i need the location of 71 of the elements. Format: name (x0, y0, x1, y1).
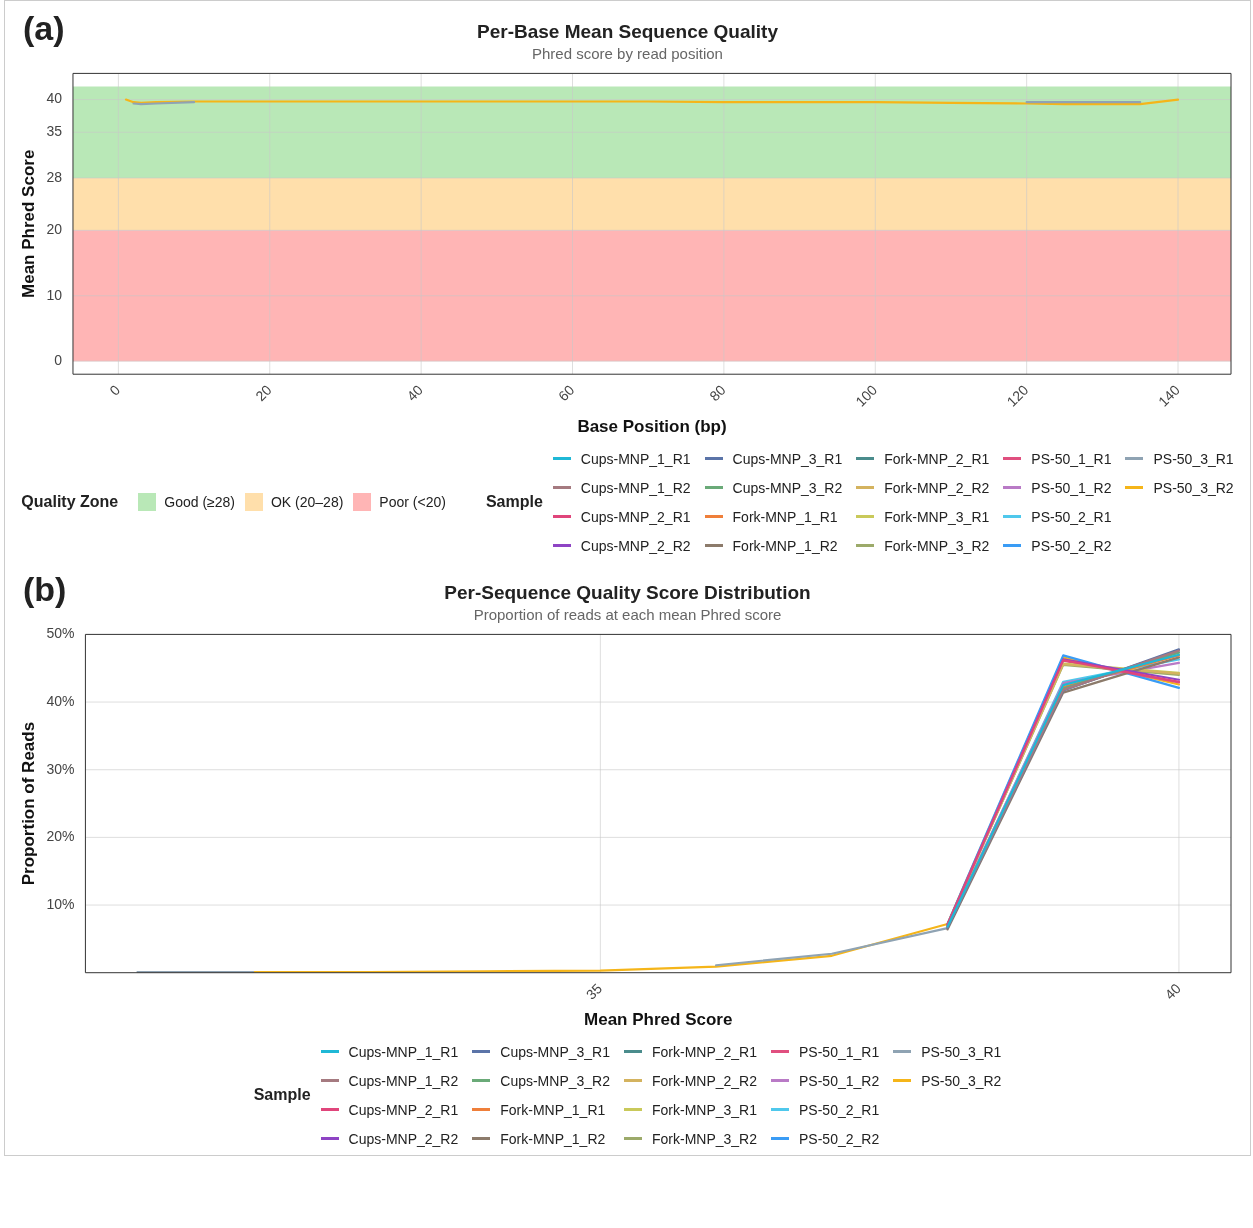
legend-label: Fork-MNP_2_R2 (884, 479, 990, 496)
legend-label: PS-50_1_R1 (799, 1043, 880, 1060)
legend-label: Fork-MNP_1_R2 (500, 1130, 606, 1147)
y-tick-label: 35 (46, 123, 63, 140)
legend-label: Cups-MNP_1_R1 (348, 1043, 459, 1060)
chart-subtitle: Phred score by read position (532, 45, 723, 62)
y-tick-label: 20% (46, 828, 75, 845)
legend-label: Fork-MNP_1_R1 (732, 508, 838, 525)
legend-label: Fork-MNP_3_R2 (651, 1130, 758, 1147)
y-tick-label: 28 (46, 168, 63, 185)
legend-label: Cups-MNP_2_R2 (348, 1130, 459, 1147)
legend-label: Cups-MNP_3_R1 (500, 1043, 610, 1060)
x-axis-title: Base Position (bp) (577, 417, 727, 437)
legend-label: Cups-MNP_2_R1 (580, 508, 691, 525)
legend-label: PS-50_1_R2 (1031, 479, 1112, 496)
legend-label: Cups-MNP_3_R2 (500, 1072, 610, 1089)
legend-label: PS-50_3_R1 (921, 1043, 1002, 1060)
text: Quality Zone (21, 493, 119, 511)
y-tick-label: 40 (46, 90, 63, 107)
legend-label: PS-50_3_R2 (1153, 479, 1234, 496)
legend-label: OK (20–28) (270, 494, 344, 510)
y-tick-label: 0 (54, 351, 63, 368)
legend-label: Cups-MNP_2_R1 (348, 1101, 459, 1118)
legend-label: PS-50_2_R1 (1031, 508, 1112, 525)
y-tick-label: 30% (46, 760, 75, 777)
legend-label: PS-50_2_R1 (799, 1101, 880, 1118)
x-tick-label: 120 (1003, 381, 1032, 410)
y-tick-label: 50% (46, 625, 75, 642)
chart-title: Per-Sequence Quality Score Distribution (444, 582, 811, 603)
legend-label: Fork-MNP_2_R2 (651, 1072, 758, 1089)
legend-label: Fork-MNP_2_R1 (884, 450, 990, 467)
y-tick-label: 40% (46, 692, 75, 709)
legend-label: Cups-MNP_1_R1 (580, 450, 691, 467)
legend-label: PS-50_3_R1 (1153, 450, 1234, 467)
legend-label: Cups-MNP_1_R2 (580, 479, 691, 496)
x-tick-label: 60 (555, 381, 578, 405)
legend-label: Cups-MNP_1_R2 (348, 1072, 459, 1089)
x-tick-label: 100 (852, 381, 881, 410)
x-tick-label: 0 (106, 381, 124, 399)
text: (b) (23, 570, 67, 609)
legend-label: Cups-MNP_3_R1 (732, 450, 843, 467)
legend-label: Fork-MNP_3_R1 (651, 1101, 758, 1118)
legend-label: PS-50_2_R2 (1031, 537, 1112, 554)
chart-subtitle: Proportion of reads at each mean Phred score (473, 606, 782, 623)
y-tick-label: 20 (46, 221, 63, 238)
legend-title: Sample (253, 1086, 311, 1104)
legend-label: Fork-MNP_1_R1 (500, 1101, 606, 1118)
legend-label: Fork-MNP_3_R1 (884, 508, 990, 525)
y-tick-label: 10% (46, 895, 75, 912)
y-tick-label: 10 (46, 286, 63, 303)
legend-label: Poor (<20) (379, 494, 446, 510)
y-axis-title: Mean Phred Score (18, 149, 38, 298)
legend-label: Good (≥28) (164, 494, 235, 510)
legend-title: Sample (485, 493, 543, 511)
legend-label: Cups-MNP_2_R2 (580, 537, 691, 554)
y-axis-title: Proportion of Reads (18, 721, 38, 886)
text: (a) (23, 9, 65, 48)
legend-label: Fork-MNP_3_R2 (884, 537, 990, 554)
x-tick-label: 20 (252, 381, 275, 405)
legend-label: Fork-MNP_2_R1 (651, 1043, 758, 1060)
legend-label: PS-50_2_R2 (799, 1130, 880, 1147)
chart-title: Per-Base Mean Sequence Quality (477, 21, 778, 42)
x-axis-title: Mean Phred Score (584, 1010, 733, 1030)
legend-label: Cups-MNP_3_R2 (732, 479, 843, 496)
legend-label: PS-50_1_R2 (799, 1072, 880, 1089)
x-tick-label: 80 (706, 381, 729, 405)
x-tick-label: 140 (1155, 381, 1184, 410)
legend-label: PS-50_1_R1 (1031, 450, 1112, 467)
legend-label: Fork-MNP_1_R2 (732, 537, 838, 554)
legend-label: PS-50_3_R2 (921, 1072, 1002, 1089)
x-tick-label: 40 (403, 381, 427, 405)
